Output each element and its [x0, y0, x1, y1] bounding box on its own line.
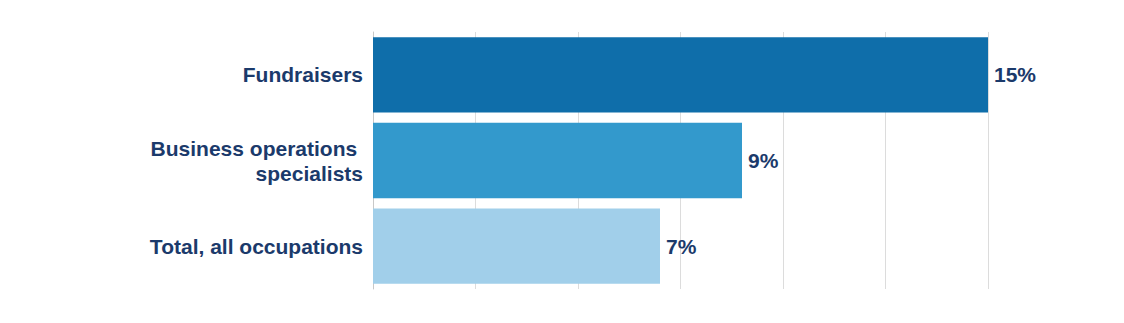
svg-text:Fundraisers: Fundraisers — [243, 63, 363, 86]
svg-text:Total, all occupations: Total, all occupations — [150, 235, 363, 258]
svg-text:Business operations: Business operations — [151, 137, 363, 160]
svg-text:specialists: specialists — [256, 162, 363, 185]
svg-text:9%: 9% — [748, 149, 779, 172]
svg-text:15%: 15% — [994, 63, 1036, 86]
svg-text:7%: 7% — [666, 235, 697, 258]
